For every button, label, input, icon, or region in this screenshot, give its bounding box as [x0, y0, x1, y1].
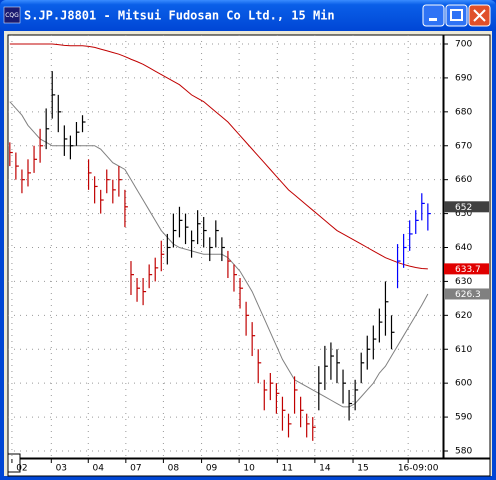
price-marker — [444, 288, 489, 300]
price-marker-label: 652 — [455, 203, 472, 213]
y-tick-label: 650 — [455, 209, 472, 219]
scroll-box[interactable] — [7, 453, 21, 473]
y-tick-label: 700 — [455, 40, 472, 50]
x-tick-label: 03 — [56, 464, 67, 474]
price-marker — [444, 263, 489, 275]
y-tick-label: 630 — [455, 277, 472, 287]
minimize-glyph — [429, 18, 437, 21]
maximize-glyph — [450, 9, 463, 21]
x-tick-label: 07 — [130, 464, 141, 474]
price-marker-label: 626.3 — [455, 290, 481, 300]
y-tick-label: 600 — [455, 379, 472, 389]
y-tick-label: 640 — [455, 243, 472, 253]
plot-area — [7, 34, 444, 459]
y-tick-label: 590 — [455, 413, 472, 423]
x-tick-label: 09 — [206, 464, 218, 474]
y-tick-label: 670 — [455, 141, 472, 151]
y-tick-label: 680 — [455, 107, 472, 117]
price-marker-label: 633.7 — [455, 265, 481, 275]
y-tick-label: 610 — [455, 345, 472, 355]
x-tick-label: 02 — [16, 464, 27, 474]
title-bar — [0, 0, 496, 31]
price-axis — [443, 34, 491, 459]
chart: 580 590 600 610 620 630 640 650 660 670 680 690 700 0… — [8, 35, 489, 474]
close-glyph — [473, 9, 486, 22]
moving-average — [9, 43, 428, 270]
y-tick-label: 580 — [455, 447, 472, 457]
y-tick-label: 660 — [455, 175, 472, 185]
minimize-button[interactable] — [422, 4, 445, 27]
x-tick-label: 14 — [319, 464, 331, 474]
x-tick-label: 04 — [93, 464, 105, 474]
x-tick-label: 16-09:00 — [398, 464, 439, 474]
app-icon[interactable] — [3, 6, 21, 24]
window-title: S.JP.J8801 - Mitsui Fudosan Co Ltd., 15 … — [24, 9, 335, 23]
x-tick-label: 08 — [168, 464, 180, 474]
x-tick-label: 10 — [243, 464, 255, 474]
x-tick-label: 15 — [357, 464, 368, 474]
maximize-button[interactable] — [445, 4, 468, 27]
price-marker — [444, 201, 489, 213]
icon-glyph: CQG — [5, 12, 19, 19]
y-tick-label: 690 — [455, 73, 472, 83]
y-tick-label: 620 — [455, 311, 472, 321]
moving-average — [9, 101, 429, 408]
x-tick-label: 11 — [282, 464, 293, 474]
